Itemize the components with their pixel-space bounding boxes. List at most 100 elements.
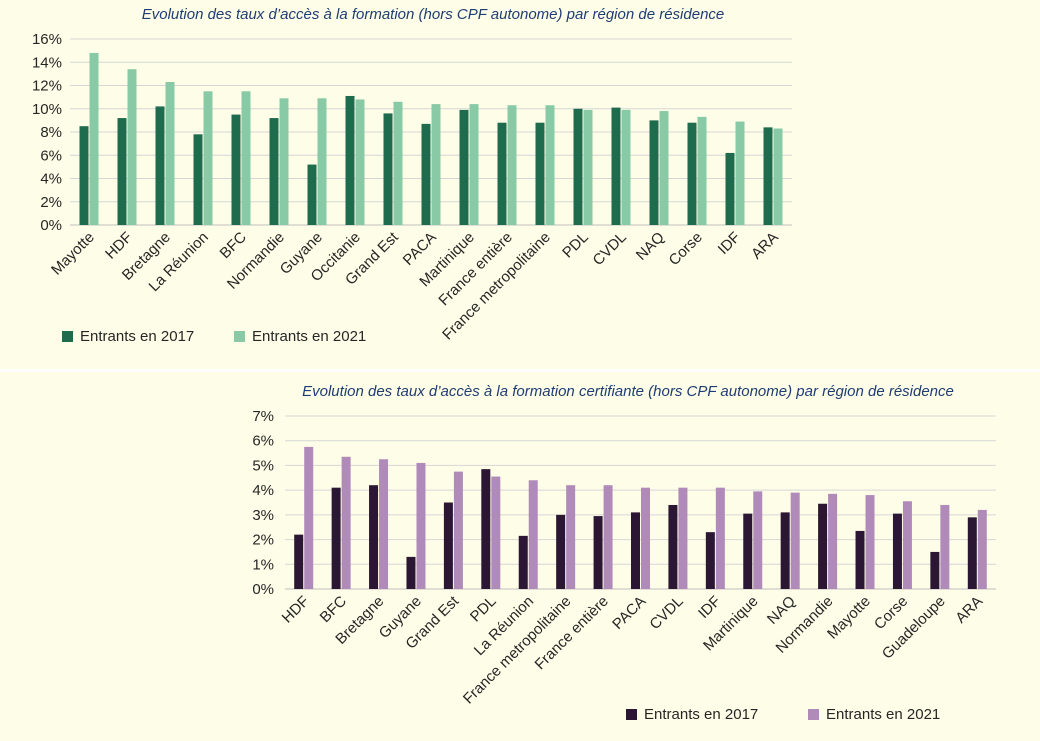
x-category-label: BFC	[217, 229, 250, 262]
y-tick-label: 0%	[40, 217, 62, 234]
bar-2017	[593, 516, 603, 589]
x-category-label: CVDL	[646, 593, 686, 633]
bar-2021	[355, 99, 365, 225]
bar-2017	[763, 127, 773, 225]
bar-2017	[518, 535, 528, 589]
legend-swatch	[234, 331, 245, 342]
bar-2021	[828, 493, 838, 589]
bar-2017	[631, 512, 640, 589]
legend-label: Entrants en 2017	[644, 706, 758, 723]
bar-2017	[687, 122, 697, 225]
x-category-label: ARA	[748, 229, 782, 263]
y-tick-label: 3%	[252, 507, 274, 524]
bar-2017	[79, 126, 89, 225]
bar-2021	[678, 487, 688, 589]
x-category-label: Corse	[666, 229, 706, 269]
chart-bottom-svg: Evolution des taux d’accès à la formatio…	[252, 383, 996, 723]
bar-2017	[193, 134, 203, 225]
bar-2021	[603, 485, 613, 589]
y-tick-label: 16%	[32, 31, 62, 48]
bar-2021	[241, 91, 251, 225]
bar-2021	[127, 69, 137, 225]
bar-2021	[416, 462, 426, 589]
bar-2021	[940, 504, 950, 589]
bar-2017	[383, 113, 393, 225]
legend-swatch	[62, 331, 73, 342]
bar-2017	[573, 108, 583, 225]
bar-2017	[443, 502, 453, 589]
y-tick-label: 12%	[32, 78, 62, 95]
bar-2017	[967, 517, 977, 589]
y-tick-label: 4%	[252, 482, 274, 499]
bar-2021	[697, 116, 707, 225]
y-tick-label: 2%	[252, 532, 274, 549]
bar-2017	[345, 95, 355, 226]
bar-2017	[497, 122, 507, 225]
y-tick-label: 1%	[252, 556, 274, 573]
bar-2021	[89, 52, 99, 226]
legend-label: Entrants en 2021	[252, 328, 366, 345]
bar-2017	[406, 556, 416, 589]
x-category-label: ARA	[952, 593, 986, 627]
x-category-label: HDF	[102, 229, 136, 263]
bar-2017	[855, 530, 865, 589]
bar-2017	[331, 487, 341, 589]
y-tick-label: 2%	[40, 194, 62, 211]
chart-title: Evolution des taux d’accès à la formatio…	[302, 383, 954, 400]
y-tick-label: 5%	[252, 457, 274, 474]
bar-2017	[369, 485, 379, 589]
x-category-label: IDF	[715, 229, 744, 258]
y-tick-label: 10%	[32, 101, 62, 118]
legend-swatch	[626, 709, 637, 720]
y-tick-label: 14%	[32, 54, 62, 71]
chart-top-svg: Evolution des taux d’accès à la formatio…	[32, 6, 792, 345]
bar-2021	[528, 480, 538, 589]
bar-2017	[780, 512, 790, 589]
x-category-label: PACA	[609, 593, 649, 633]
bar-2017	[725, 152, 735, 225]
bar-2021	[165, 82, 175, 225]
bar-2017	[459, 109, 469, 225]
bar-2017	[535, 122, 545, 225]
x-category-label: IDF	[695, 593, 724, 622]
bar-2021	[203, 91, 213, 225]
x-category-label: BFC	[317, 593, 350, 626]
y-tick-label: 8%	[40, 124, 62, 141]
x-category-label: NAQ	[633, 229, 668, 264]
bar-2017	[556, 514, 566, 589]
y-tick-label: 4%	[40, 171, 62, 188]
bar-2021	[977, 509, 987, 589]
y-tick-label: 6%	[40, 147, 62, 164]
bar-2021	[507, 105, 517, 225]
bar-2021	[341, 456, 351, 589]
bar-2017	[611, 107, 621, 225]
bar-2017	[668, 504, 678, 589]
bar-2017	[892, 513, 902, 589]
bar-2017	[421, 123, 431, 225]
bar-2021	[753, 491, 763, 589]
bar-2021	[279, 98, 289, 225]
bar-2017	[231, 114, 241, 225]
bar-2017	[481, 469, 491, 589]
x-category-label: PDL	[467, 593, 500, 626]
x-category-label: PDL	[559, 229, 592, 262]
bar-2017	[294, 534, 304, 589]
bar-2021	[659, 111, 669, 225]
bar-2021	[621, 109, 631, 225]
x-category-label: HDF	[279, 593, 313, 627]
bar-2021	[431, 104, 441, 225]
bar-2017	[117, 118, 127, 225]
chart-panel-bottom: Evolution des taux d’accès à la formatio…	[0, 372, 1040, 741]
bar-2017	[649, 120, 659, 225]
bar-2017	[818, 503, 828, 589]
y-tick-label: 0%	[252, 581, 274, 598]
chart-panel-top: Evolution des taux d’accès à la formatio…	[0, 0, 1040, 369]
bar-2017	[705, 532, 715, 589]
x-category-label: Mayotte	[48, 229, 98, 279]
bar-2021	[583, 109, 593, 225]
bar-2017	[307, 164, 317, 225]
bar-2021	[304, 446, 314, 589]
bar-2021	[735, 121, 745, 225]
bar-2021	[902, 501, 912, 589]
bar-2017	[155, 106, 165, 225]
